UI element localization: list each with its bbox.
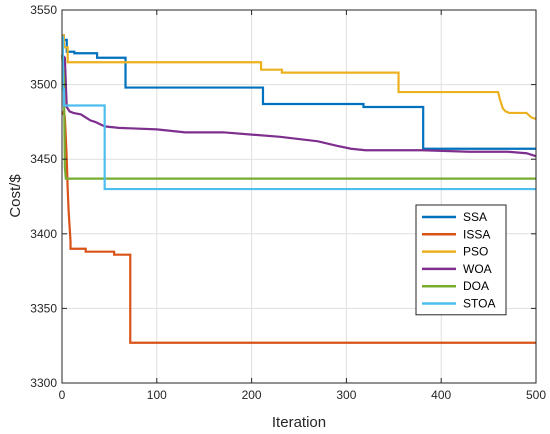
series-line-pso xyxy=(62,34,537,120)
legend-label-ssa: SSA xyxy=(463,210,487,224)
x-tick-label: 200 xyxy=(242,388,262,402)
y-tick-label: 3550 xyxy=(30,3,57,17)
y-tick-label: 3450 xyxy=(30,152,57,166)
y-tick-labels: 3300 3350 3400 3450 3500 3550 xyxy=(30,3,57,390)
series-line-woa xyxy=(61,54,537,158)
legend-label-doa: DOA xyxy=(463,279,489,293)
plot-area xyxy=(62,10,536,383)
x-axis-label: Iteration xyxy=(272,414,326,431)
plot-frame xyxy=(61,9,537,384)
x-tick-labels: 0 100 200 300 400 500 xyxy=(59,388,547,402)
x-tick-label: 0 xyxy=(59,388,66,402)
legend-label-stoa: STOA xyxy=(463,297,495,311)
y-tick-label: 3500 xyxy=(30,78,57,92)
y-tick-label: 3300 xyxy=(30,376,57,390)
y-tick-label: 3400 xyxy=(30,227,57,241)
series-lines xyxy=(60,34,537,344)
axis-ticks xyxy=(61,9,537,384)
legend-label-pso: PSO xyxy=(463,245,488,259)
x-tick-label: 500 xyxy=(526,388,546,402)
y-axis-label: Cost/$ xyxy=(7,174,24,218)
x-tick-label: 100 xyxy=(147,388,167,402)
x-tick-label: 400 xyxy=(431,388,451,402)
legend-label-woa: WOA xyxy=(463,262,492,276)
y-tick-label: 3350 xyxy=(30,301,57,315)
series-line-ssa xyxy=(62,34,536,150)
x-tick-label: 300 xyxy=(336,388,356,402)
legend: SSA ISSA PSO WOA DOA STOA xyxy=(415,204,507,316)
legend-label-issa: ISSA xyxy=(463,227,490,241)
legend-box xyxy=(415,204,507,316)
series-line-stoa xyxy=(61,35,536,191)
